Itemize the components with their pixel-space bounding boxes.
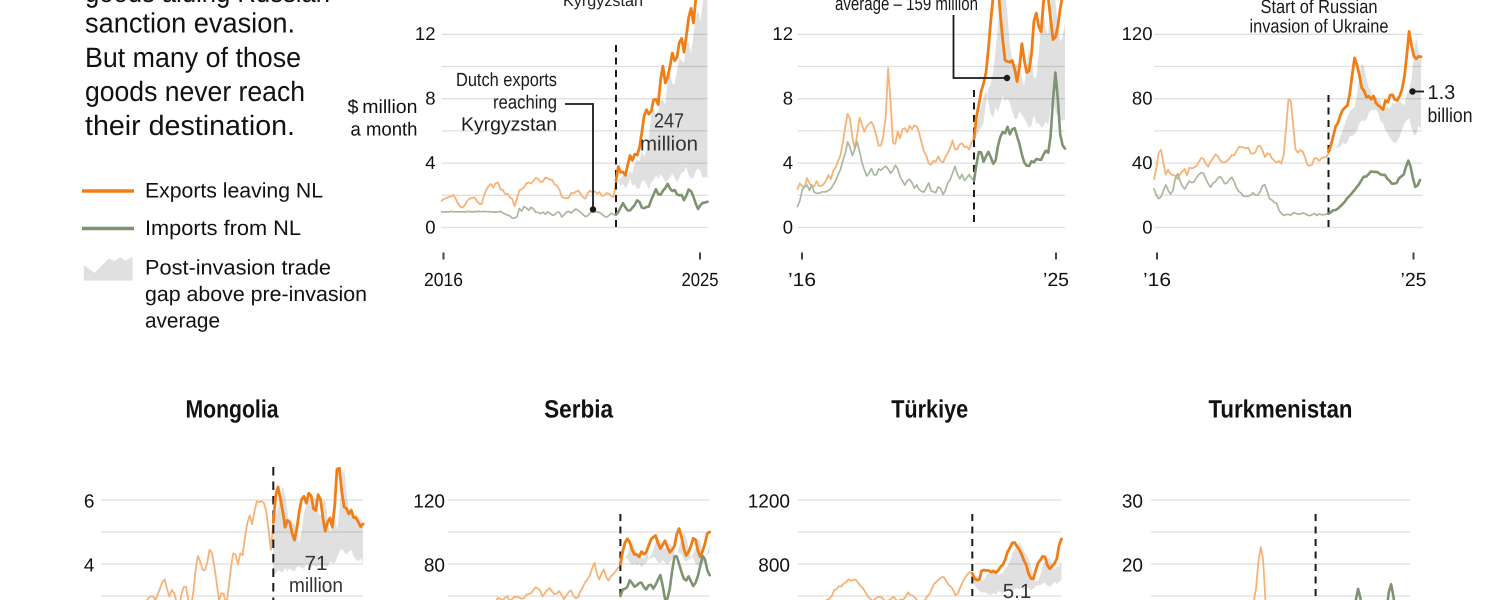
svg-text:4: 4: [84, 555, 95, 576]
svg-text:’25: ’25: [1043, 270, 1069, 291]
svg-text:goods never reach: goods never reach: [85, 76, 305, 107]
svg-text:reaching: reaching: [493, 92, 557, 113]
svg-text:Türkiye: Türkiye: [891, 396, 968, 424]
svg-text:4: 4: [425, 152, 435, 173]
svg-text:0: 0: [425, 216, 435, 237]
svg-text:average – 159 million: average – 159 million: [835, 0, 978, 15]
svg-text:’16: ’16: [1143, 270, 1171, 291]
svg-text:Exports leaving NL: Exports leaving NL: [145, 180, 323, 203]
svg-text:4: 4: [783, 152, 793, 173]
svg-text:invasion of Ukraine: invasion of Ukraine: [1250, 17, 1389, 38]
svg-text:gap above pre-invasion: gap above pre-invasion: [145, 283, 367, 306]
svg-text:80: 80: [424, 555, 445, 576]
svg-text:120: 120: [413, 491, 445, 512]
svg-text:$ million: $ million: [348, 97, 418, 118]
svg-text:But many of those: But many of those: [85, 42, 301, 73]
svg-text:Kyrgyzstan: Kyrgyzstan: [563, 0, 643, 10]
svg-text:71: 71: [305, 552, 328, 575]
svg-text:million: million: [289, 574, 343, 597]
svg-text:40: 40: [1132, 152, 1153, 173]
svg-text:Dutch exports: Dutch exports: [456, 70, 557, 91]
svg-text:80: 80: [1132, 88, 1153, 109]
svg-text:average: average: [145, 310, 220, 333]
svg-text:5.1: 5.1: [1003, 580, 1032, 600]
svg-text:Imports from NL: Imports from NL: [145, 217, 301, 240]
svg-text:Kyrgyzstan: Kyrgyzstan: [461, 115, 557, 136]
svg-text:247: 247: [654, 110, 684, 133]
svg-text:0: 0: [1142, 216, 1152, 237]
svg-text:12: 12: [415, 23, 436, 44]
svg-text:2025: 2025: [682, 270, 719, 291]
svg-text:billion: billion: [1428, 105, 1473, 127]
svg-text:12: 12: [772, 23, 793, 44]
svg-text:8: 8: [425, 88, 435, 109]
svg-text:’25: ’25: [1401, 270, 1427, 291]
svg-text:8: 8: [783, 88, 793, 109]
svg-text:million: million: [640, 133, 698, 156]
svg-text:120: 120: [1122, 23, 1153, 44]
svg-text:Post-invasion trade: Post-invasion trade: [145, 257, 331, 280]
svg-text:2016: 2016: [424, 270, 463, 291]
svg-text:30: 30: [1122, 491, 1143, 512]
svg-text:Turkmenistan: Turkmenistan: [1209, 396, 1353, 424]
svg-text:Start of Russian: Start of Russian: [1261, 0, 1378, 18]
svg-text:20: 20: [1122, 555, 1143, 576]
svg-text:6: 6: [84, 491, 95, 512]
svg-text:Mongolia: Mongolia: [186, 396, 280, 424]
svg-text:a month: a month: [351, 120, 418, 141]
svg-text:800: 800: [758, 555, 790, 576]
svg-text:0: 0: [783, 216, 793, 237]
svg-text:goods aiding Russian: goods aiding Russian: [85, 0, 330, 8]
svg-text:1.3: 1.3: [1428, 82, 1456, 104]
svg-text:1200: 1200: [748, 491, 790, 512]
svg-text:their destination.: their destination.: [85, 110, 295, 141]
svg-text:’16: ’16: [788, 270, 816, 291]
svg-text:Serbia: Serbia: [544, 396, 614, 424]
svg-text:sanction evasion.: sanction evasion.: [85, 8, 295, 39]
